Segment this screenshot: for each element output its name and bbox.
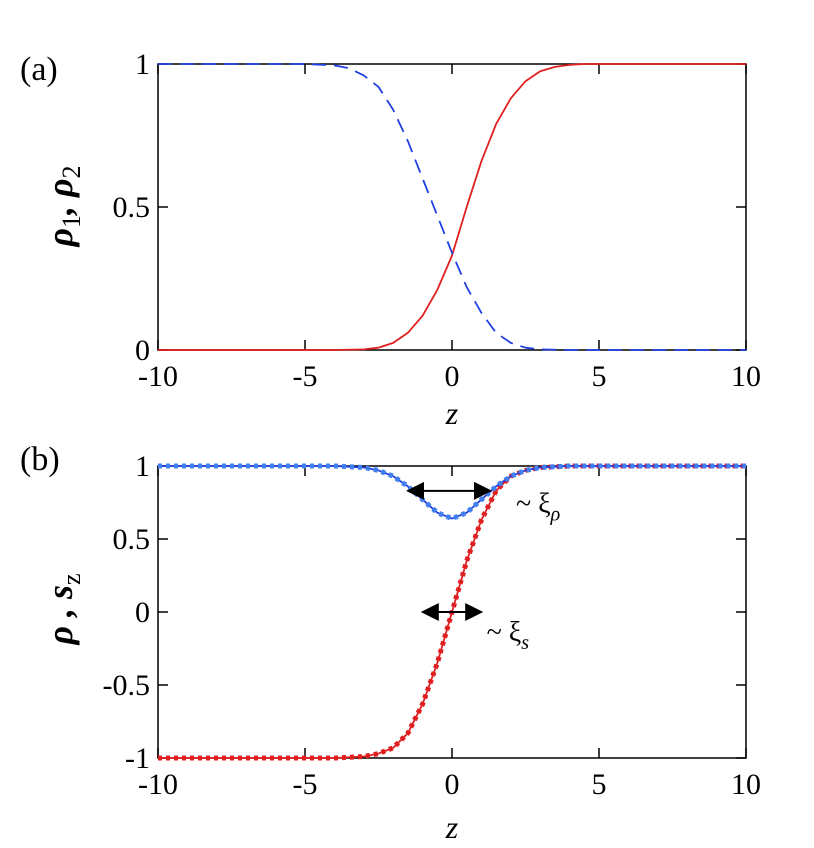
y-tick-label: 1 <box>135 48 150 81</box>
y-tick-label: 0.5 <box>113 523 151 556</box>
x-tick-label: 0 <box>445 360 460 393</box>
y-label-b-base1: ρ <box>40 626 80 646</box>
x-axis-label-a: z <box>445 395 459 431</box>
y-tick-label: 0 <box>135 334 150 367</box>
y-label-a-sub1: 1 <box>57 215 86 228</box>
axes-a <box>157 63 747 351</box>
x-tick-label: -5 <box>293 768 318 801</box>
y-label-a-base2: ρ <box>40 178 80 198</box>
y-label-b-sep: , <box>40 599 80 626</box>
annotation-label-0: ~ ξρ <box>516 489 560 526</box>
y-tick-label: -0.5 <box>103 669 151 702</box>
y-tick-label: 1 <box>135 450 150 483</box>
series-line-a-0 <box>158 63 746 351</box>
y-tick-label: 0.5 <box>113 191 151 224</box>
panel-b: (b) ρ , sz z ~ ξρ~ ξs -10 -5 0 5 10-1-0.500.… <box>20 441 761 845</box>
x-tick-label: -10 <box>138 768 178 801</box>
panel-label-a: (a) <box>20 51 58 88</box>
annotation-label-1: ~ ξs <box>487 617 530 654</box>
x-tick-label: 5 <box>592 768 607 801</box>
series-group-a <box>158 63 746 351</box>
x-tick-label: -10 <box>138 360 178 393</box>
y-axis-label-b: ρ , sz <box>40 573 86 645</box>
y-axis-label-a: ρ1, ρ2 <box>40 165 86 247</box>
tick-labels-b: -10 -5 0 5 10 -1 -0.5 0 0.5 1 <box>103 450 762 801</box>
x-tick-label: 10 <box>731 768 761 801</box>
plot-frame-a <box>157 63 747 351</box>
y-label-a-sep: , <box>40 197 80 216</box>
y-tick-label: 0 <box>135 596 150 629</box>
x-tick-label: -5 <box>293 360 318 393</box>
panel-label-b: (b) <box>20 441 60 478</box>
x-axis-label-b: z <box>445 809 459 845</box>
y-tick-label: -1 <box>125 742 150 775</box>
y-label-a-sub2: 2 <box>57 165 86 178</box>
series-line-a-1 <box>158 63 746 351</box>
x-tick-label: 10 <box>731 360 761 393</box>
y-label-b-sub2: z <box>57 573 86 585</box>
x-tick-label: 5 <box>592 360 607 393</box>
tick-labels-a: -10 -5 0 5 10 0 0.5 1 <box>113 48 762 393</box>
y-label-b-base2: s <box>40 585 80 600</box>
y-label-a-base1: ρ <box>40 228 80 248</box>
annotations-b: ~ ξρ ~ ξs <box>406 481 560 654</box>
x-tick-label: 0 <box>445 768 460 801</box>
series-line-b-3 <box>158 463 746 522</box>
